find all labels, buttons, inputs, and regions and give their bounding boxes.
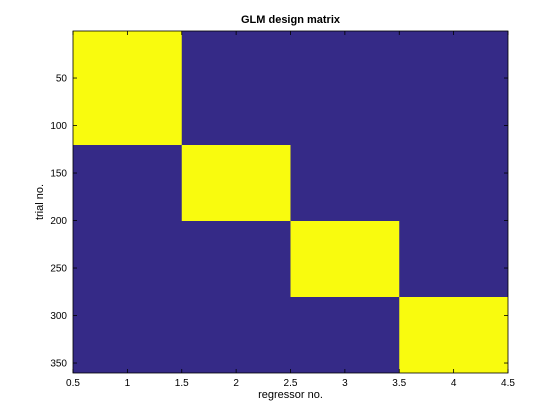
y-ticks: 50 100 150 200 250 300 350 bbox=[50, 74, 508, 370]
y-tick-label: 300 bbox=[50, 311, 67, 322]
regressor-block-4 bbox=[399, 297, 508, 373]
x-axis-label: regressor no. bbox=[258, 389, 323, 401]
x-tick-label: 1.5 bbox=[175, 378, 189, 389]
x-ticks: 0.5 1 1.5 2 2.5 3 3.5 4 4.5 bbox=[66, 31, 515, 389]
x-tick-label: 0.5 bbox=[66, 378, 80, 389]
y-tick-label: 50 bbox=[56, 74, 68, 85]
regressor-block-2 bbox=[181, 145, 291, 221]
y-tick-label: 200 bbox=[50, 216, 67, 227]
x-tick-label: 1 bbox=[125, 378, 131, 389]
y-tick-label: 150 bbox=[50, 169, 67, 180]
y-tick-label: 250 bbox=[50, 264, 67, 275]
heatmap-cells bbox=[73, 31, 508, 373]
x-tick-label: 4 bbox=[451, 378, 457, 389]
y-axis-label: trial no. bbox=[34, 184, 46, 220]
regressor-block-3 bbox=[290, 221, 400, 297]
chart-title: GLM design matrix bbox=[241, 14, 341, 26]
x-tick-label: 2.5 bbox=[284, 378, 298, 389]
x-tick-label: 3.5 bbox=[392, 378, 406, 389]
x-tick-label: 4.5 bbox=[501, 378, 515, 389]
x-tick-label: 3 bbox=[342, 378, 348, 389]
y-tick-label: 100 bbox=[50, 121, 67, 132]
regressor-block-1 bbox=[73, 31, 182, 145]
x-tick-label: 2 bbox=[233, 378, 239, 389]
y-tick-label: 350 bbox=[50, 359, 67, 370]
